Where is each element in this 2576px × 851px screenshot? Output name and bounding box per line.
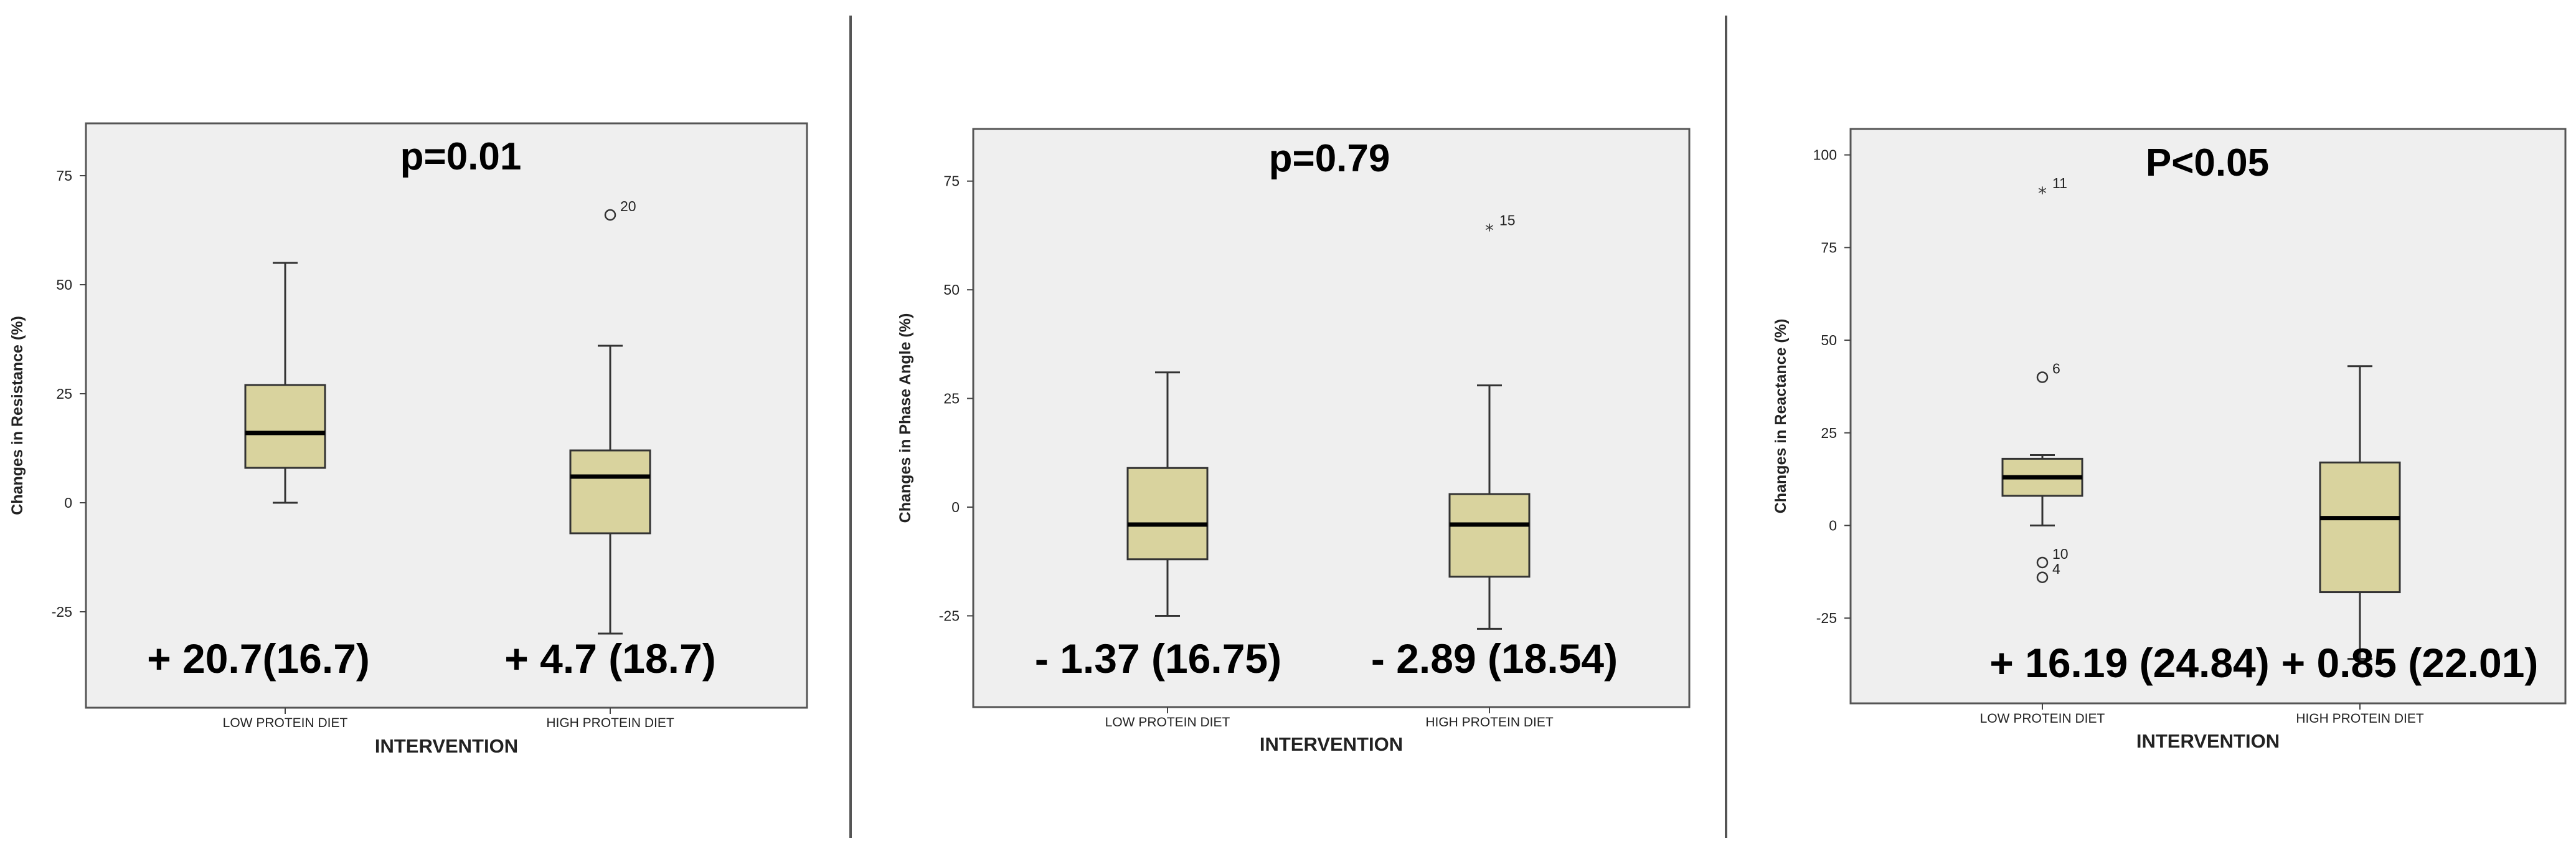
y-tick-label: 50 xyxy=(943,282,960,298)
x-axis-title: INTERVENTION xyxy=(1260,733,1403,755)
chart-panels: -25 0 25 50 75 LOW PROTEIN DIET HIGH PROTEIN D… xyxy=(9,122,2567,757)
stat-label: + 16.19 (24.84) xyxy=(1989,640,2270,686)
p-value-annotation: p=0.79 xyxy=(1269,137,1390,180)
outlier-point xyxy=(2036,571,2049,584)
p-value-annotation: p=0.01 xyxy=(400,135,522,178)
outlier-label: 11 xyxy=(2052,175,2067,191)
y-tick-label: 75 xyxy=(943,173,960,189)
x-category-label: LOW PROTEIN DIET xyxy=(223,716,348,730)
y-tick-label: -25 xyxy=(52,604,72,620)
y-tick-label: 75 xyxy=(56,168,72,184)
stat-label: - 1.37 (16.75) xyxy=(1035,635,1281,682)
outlier-label: 4 xyxy=(2052,561,2060,577)
iqr-box xyxy=(2319,461,2401,594)
x-axis-title: INTERVENTION xyxy=(375,735,518,757)
outlier-label: 6 xyxy=(2052,361,2060,377)
stat-label: + 4.7 (18.7) xyxy=(504,635,715,682)
outlier-point xyxy=(604,209,616,221)
plot-area xyxy=(85,122,808,709)
box-high-protein xyxy=(2319,365,2401,660)
iqr-box xyxy=(569,449,651,535)
outlier-label: 20 xyxy=(620,198,636,214)
x-category-label: HIGH PROTEIN DIET xyxy=(2296,711,2424,726)
y-tick-label: 75 xyxy=(1821,239,1837,255)
y-axis-title: Changes in Reactance (%) xyxy=(1772,319,1790,514)
x-category-label: LOW PROTEIN DIET xyxy=(1105,715,1230,730)
iqr-box xyxy=(244,384,326,469)
y-tick-label: -25 xyxy=(1816,610,1837,626)
y-tick-label: 50 xyxy=(56,277,72,293)
chart-panel-phase-angle: -25 0 25 50 75 LOW PROTEIN DIET HIGH PROTEIN D… xyxy=(897,128,1691,755)
plot-area xyxy=(972,128,1691,708)
iqr-box xyxy=(1126,467,1209,561)
outlier-label: 15 xyxy=(1499,212,1516,228)
box-low-protein xyxy=(244,262,326,504)
y-tick-label: 25 xyxy=(56,386,72,402)
chart-panel-reactance: -25 0 25 50 75 100 LOW PROTEIN DIET HIGH PROTEI… xyxy=(1772,128,2567,752)
y-tick-label: 25 xyxy=(1821,425,1837,441)
y-tick-label: 0 xyxy=(1829,517,1837,533)
p-value-annotation: P<0.05 xyxy=(2146,141,2269,184)
box-high-protein: 20 xyxy=(569,198,651,635)
box-high-protein: * 15 xyxy=(1448,212,1531,630)
y-tick-label: 100 xyxy=(1813,147,1837,163)
stat-label: - 2.89 (18.54) xyxy=(1371,635,1618,682)
outlier-point: * xyxy=(2038,183,2047,204)
box-low-protein: * 11 6 104 xyxy=(2001,175,2083,584)
chart-panel-resistance: -25 0 25 50 75 LOW PROTEIN DIET HIGH PROTEIN D… xyxy=(9,122,808,757)
outlier-point: * xyxy=(1485,220,1494,240)
iqr-box xyxy=(1448,493,1531,578)
stat-label: + 0.85 (22.01) xyxy=(2281,640,2539,686)
x-category-label: HIGH PROTEIN DIET xyxy=(1425,715,1554,730)
y-tick-label: -25 xyxy=(939,607,960,624)
x-category-label: LOW PROTEIN DIET xyxy=(1980,711,2105,726)
y-tick-label: 50 xyxy=(1821,332,1837,348)
stat-label: + 20.7(16.7) xyxy=(147,635,370,682)
y-tick-label: 0 xyxy=(64,495,72,511)
y-tick-label: 0 xyxy=(951,499,960,515)
y-tick-label: 25 xyxy=(943,391,960,407)
y-axis-title: Changes in Phase Angle (%) xyxy=(897,313,914,523)
x-category-label: HIGH PROTEIN DIET xyxy=(546,716,674,730)
outlier-point xyxy=(2036,556,2049,569)
box-low-protein xyxy=(1126,371,1209,617)
x-axis-title: INTERVENTION xyxy=(2136,730,2280,752)
y-axis-title: Changes in Resistance (%) xyxy=(9,316,26,515)
outlier-point xyxy=(2036,371,2049,383)
plot-area xyxy=(1849,128,2567,705)
outlier-label: 10 xyxy=(2052,546,2069,562)
